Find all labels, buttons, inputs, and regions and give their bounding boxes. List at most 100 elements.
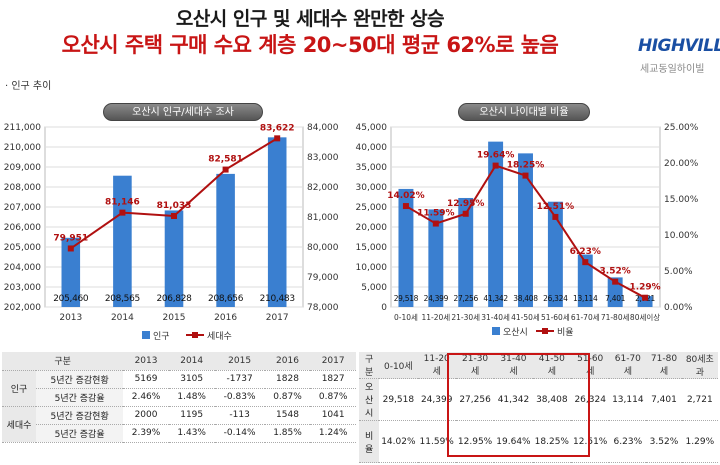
table-cell: 24,399 <box>417 378 456 421</box>
table-row: 5년간 증감율 2.46% 1.48% -0.83% 0.87% 0.87% <box>2 388 356 407</box>
table-cell: 1.48% <box>168 388 215 407</box>
table-cell: 41,342 <box>494 378 533 421</box>
table-header-cell: 구분 <box>2 352 124 371</box>
table-header-cell: 61-70세 <box>609 352 647 379</box>
table-header-cell: 2015 <box>214 352 265 371</box>
table-header-cell: 31-40세 <box>494 352 533 379</box>
bar-value-label: 24,399 <box>424 294 449 303</box>
row-label: 5년간 증감율 <box>36 388 124 407</box>
table-header-cell: 2014 <box>168 352 215 371</box>
y-left-tick-label: 45,000 <box>356 123 388 133</box>
bar <box>518 153 533 307</box>
table-cell: 3105 <box>168 370 215 389</box>
y-right-tick-label: 80,000 <box>307 243 339 253</box>
line-point <box>582 259 589 266</box>
table-header-cell: 11-20세 <box>417 352 456 379</box>
bar-value-label: 210,483 <box>260 294 295 304</box>
y-right-tick-label: 79,000 <box>307 273 339 283</box>
bar <box>547 201 563 307</box>
line-point <box>492 162 499 169</box>
x-tick-label: 31-40세 <box>481 313 510 322</box>
line-value-label: 18.25% <box>507 161 545 171</box>
table-cell: 7,401 <box>646 378 682 421</box>
bar-value-label: 208,565 <box>105 294 140 304</box>
y-left-tick-label: 5,000 <box>361 283 387 293</box>
bar <box>637 296 653 307</box>
x-tick-label: 11-20세 <box>421 313 450 322</box>
table-cell: 5169 <box>123 370 169 389</box>
x-tick-label: 80세이상 <box>630 312 660 322</box>
table-cell: 1827 <box>310 370 356 389</box>
y-left-tick-label: 35,000 <box>356 163 388 173</box>
table-cell: 0.87% <box>310 388 356 407</box>
y-right-tick-label: 81,000 <box>307 213 339 223</box>
row-group-label: 세대수 <box>2 406 36 443</box>
table-cell: 1828 <box>264 370 311 389</box>
x-tick-label: 0-10세 <box>394 313 418 322</box>
bar-value-label: 38,408 <box>513 294 538 303</box>
row-label: 5년간 증감현황 <box>36 370 124 389</box>
row-label: 오산시 <box>359 378 380 421</box>
line-point <box>402 203 409 210</box>
bar-value-label: 13,114 <box>573 294 598 303</box>
bar <box>458 197 474 307</box>
table-row: 세대수 5년간 증감현황 2000 1195 -113 1548 1041 <box>2 406 356 443</box>
line-value-label: 12.51% <box>537 202 575 212</box>
legend-label-line: 비율 <box>557 327 574 338</box>
section-label: · 인구 추이 <box>5 81 52 92</box>
y-right-tick-label: 84,000 <box>307 123 339 133</box>
x-tick-label: 41-50세 <box>511 313 540 322</box>
line-point <box>642 294 649 301</box>
highlight-box-20-50 <box>447 353 590 457</box>
table-cell: -113 <box>214 406 265 425</box>
table-header-cell: 51-60세 <box>571 352 610 379</box>
row-group-label: 인구 <box>2 370 36 407</box>
y-left-tick-label: 20,000 <box>356 223 388 233</box>
x-tick-label: 51-60세 <box>541 313 570 322</box>
bar <box>428 209 444 307</box>
table-cell: 2.39% <box>123 424 169 443</box>
y-left-tick-label: 40,000 <box>356 143 388 153</box>
headline-primary: 오산시 인구 및 세대수 완만한 상승 <box>175 8 445 30</box>
y-left-tick-label: 15,000 <box>356 243 388 253</box>
y-left-tick-label: 10,000 <box>356 263 388 273</box>
y-left-tick-label: 25,000 <box>356 203 388 213</box>
x-tick-label: 61-70세 <box>571 313 600 322</box>
logo-sub-text: 세교동일하이빌 <box>640 64 705 75</box>
table-header-cell: 80세초과 <box>681 352 718 379</box>
line-value-label: 79,951 <box>53 233 88 243</box>
y-left-tick-label: 210,000 <box>4 143 41 153</box>
y-left-tick-label: 204,000 <box>4 263 41 273</box>
line-value-label: 3.52% <box>600 267 631 277</box>
bar-value-label: 29,518 <box>394 294 419 303</box>
bar <box>113 175 132 307</box>
table-cell: 1195 <box>168 406 215 425</box>
y-right-tick-label: 0.00% <box>664 303 693 313</box>
legend-swatch-bar <box>142 331 150 339</box>
line-point <box>119 209 126 216</box>
table-row: 5년간 증감율 2.39% 1.43% -0.14% 1.85% 1.24% <box>2 424 356 443</box>
bar-value-label: 41,342 <box>483 294 508 303</box>
bar <box>216 173 235 307</box>
legend-swatch-bar <box>492 327 500 335</box>
x-tick-label: 2017 <box>266 313 289 323</box>
table-header-cell: 2013 <box>123 352 169 371</box>
y-right-tick-label: 5.00% <box>664 267 693 277</box>
line-point <box>67 245 74 252</box>
line-value-label: 81,146 <box>105 198 140 208</box>
line-value-label: 6.23% <box>570 247 601 257</box>
table-row: 오산시 29,518 24,399 27,256 41,342 38,408 26,324 1… <box>359 378 718 421</box>
bar <box>577 254 593 307</box>
table-cell: 38,408 <box>532 378 572 421</box>
line-point <box>171 213 177 220</box>
y-right-tick-label: 83,000 <box>307 153 339 163</box>
chart-title-population: 오산시 인구/세대수 조사 <box>103 103 263 121</box>
bar-value-label: 208,656 <box>208 294 244 304</box>
table-cell: 2000 <box>123 406 169 425</box>
line-point <box>612 278 619 285</box>
table-header-cell: 2016 <box>264 352 311 371</box>
table-cell: 1.29% <box>681 420 718 463</box>
table-cell: -1737 <box>214 370 265 389</box>
